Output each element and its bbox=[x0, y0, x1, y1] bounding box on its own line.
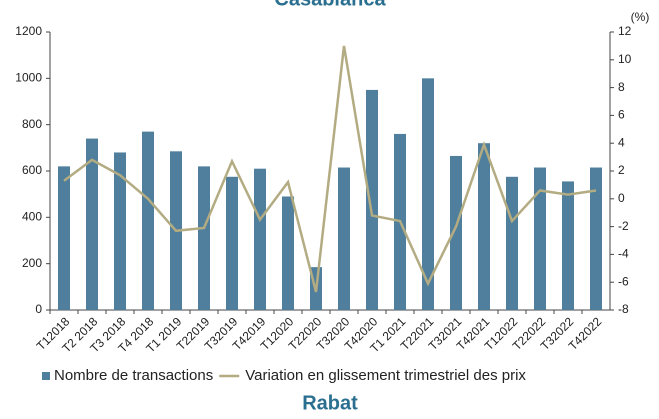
bar bbox=[338, 167, 350, 310]
legend-label: Nombre de transactions bbox=[54, 367, 213, 384]
next-chart-title: Rabat bbox=[302, 392, 358, 414]
y2-tick-label: 0 bbox=[618, 191, 625, 205]
bar bbox=[226, 176, 238, 310]
y2-tick-label: -6 bbox=[618, 274, 629, 288]
y-tick-label: 1200 bbox=[15, 24, 42, 38]
y-tick-label: 400 bbox=[22, 210, 42, 224]
bar bbox=[366, 89, 378, 311]
bar bbox=[422, 78, 434, 310]
y2-tick-label: 4 bbox=[618, 135, 625, 149]
bar bbox=[254, 168, 266, 310]
y-tick-label: 1000 bbox=[15, 71, 42, 85]
y-tick-label: 600 bbox=[22, 163, 42, 177]
bar bbox=[86, 138, 98, 310]
y2-tick-label: 12 bbox=[618, 24, 632, 38]
y-tick-label: 0 bbox=[35, 302, 42, 316]
bar bbox=[562, 181, 574, 310]
y2-tick-label: 10 bbox=[618, 52, 632, 66]
y-tick-label: 200 bbox=[22, 256, 42, 270]
y-tick-label: 800 bbox=[22, 117, 42, 131]
bar bbox=[142, 131, 154, 310]
bar bbox=[282, 196, 294, 310]
y2-tick-label: -2 bbox=[618, 219, 629, 233]
line bbox=[63, 45, 597, 293]
y2-tick-label: 8 bbox=[618, 80, 625, 94]
y2-tick-label: 6 bbox=[618, 108, 625, 122]
bar bbox=[506, 176, 518, 310]
bar bbox=[534, 167, 546, 310]
bar bbox=[590, 167, 602, 310]
bar bbox=[198, 166, 210, 310]
bar bbox=[450, 155, 462, 310]
y2-tick-label: 2 bbox=[618, 163, 625, 177]
chart-title: Casablanca bbox=[274, 0, 386, 10]
y2-unit: (%) bbox=[631, 10, 650, 24]
bar bbox=[114, 152, 126, 310]
legend-swatch bbox=[42, 372, 50, 380]
y2-tick-label: -8 bbox=[618, 302, 629, 316]
bar bbox=[58, 166, 70, 310]
bar bbox=[478, 143, 490, 310]
legend-label: Variation en glissement trimestriel des … bbox=[245, 367, 526, 384]
y2-tick-label: -4 bbox=[618, 247, 629, 261]
